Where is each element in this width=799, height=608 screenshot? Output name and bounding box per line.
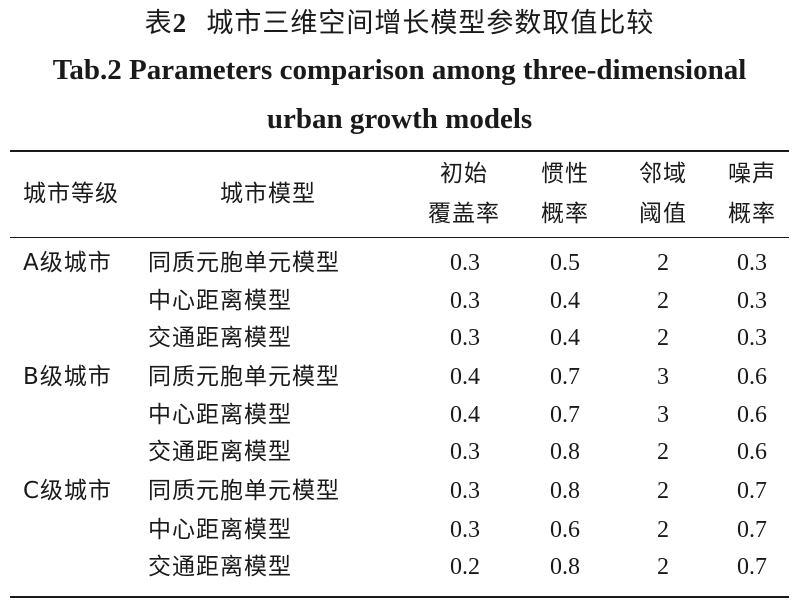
header-init-coverage-line2: 覆盖率 <box>428 201 500 227</box>
caption-label: 表 <box>144 8 173 39</box>
row-noise: 0.6 <box>737 364 767 390</box>
header-city-level: 城市等级 <box>23 181 119 207</box>
header-neighborhood-line1: 邻域 <box>639 161 687 187</box>
table-bottom-rule <box>10 596 789 598</box>
row-init-coverage: 0.4 <box>450 364 480 390</box>
row-model: 交通距离模型 <box>148 439 292 465</box>
header-inertia-line2: 概率 <box>541 201 589 227</box>
row-init-coverage: 0.3 <box>450 325 480 351</box>
row-inertia: 0.8 <box>550 554 580 580</box>
row-model: 交通距离模型 <box>148 554 292 580</box>
row-model: 同质元胞单元模型 <box>148 364 340 390</box>
row-noise: 0.6 <box>737 402 767 428</box>
row-noise: 0.7 <box>737 517 767 543</box>
table-header-rule <box>10 237 789 238</box>
row-init-coverage: 0.3 <box>450 439 480 465</box>
header-noise-line1: 噪声 <box>728 161 776 187</box>
row-model: 同质元胞单元模型 <box>148 478 340 504</box>
row-noise: 0.3 <box>737 288 767 314</box>
header-neighborhood-line2: 阈值 <box>639 201 687 227</box>
row-inertia: 0.8 <box>550 478 580 504</box>
row-threshold: 2 <box>657 478 669 504</box>
row-noise: 0.7 <box>737 554 767 580</box>
row-init-coverage: 0.3 <box>450 288 480 314</box>
row-inertia: 0.8 <box>550 439 580 465</box>
row-model: 中心距离模型 <box>148 402 292 428</box>
row-threshold: 2 <box>657 439 669 465</box>
row-noise: 0.7 <box>737 478 767 504</box>
row-init-coverage: 0.4 <box>450 402 480 428</box>
row-threshold: 2 <box>657 250 669 276</box>
row-model: 交通距离模型 <box>148 325 292 351</box>
row-model: 中心距离模型 <box>148 517 292 543</box>
row-city-level: A级城市 <box>23 250 112 276</box>
row-threshold: 2 <box>657 517 669 543</box>
caption-title-cn: 城市三维空间增长模型参数取值比较 <box>206 8 655 39</box>
row-init-coverage: 0.2 <box>450 554 480 580</box>
table-top-rule <box>10 150 789 152</box>
row-threshold: 2 <box>657 554 669 580</box>
row-noise: 0.3 <box>737 250 767 276</box>
row-init-coverage: 0.3 <box>450 250 480 276</box>
row-inertia: 0.4 <box>550 325 580 351</box>
row-threshold: 3 <box>657 364 669 390</box>
row-model: 同质元胞单元模型 <box>148 250 340 276</box>
row-inertia: 0.7 <box>550 402 580 428</box>
row-init-coverage: 0.3 <box>450 478 480 504</box>
row-inertia: 0.7 <box>550 364 580 390</box>
header-inertia-line1: 惯性 <box>541 161 589 187</box>
row-threshold: 3 <box>657 402 669 428</box>
row-noise: 0.3 <box>737 325 767 351</box>
row-inertia: 0.4 <box>550 288 580 314</box>
caption-english-line1: Tab.2 Parameters comparison among three-… <box>52 54 747 86</box>
caption-chinese: 表2 城市三维空间增长模型参数取值比较 <box>0 3 799 44</box>
row-inertia: 0.5 <box>550 250 580 276</box>
header-noise-line2: 概率 <box>728 201 776 227</box>
caption-number: 2 <box>172 8 188 38</box>
caption-english-line2: urban growth models <box>266 103 533 135</box>
row-model: 中心距离模型 <box>148 288 292 314</box>
header-init-coverage-line1: 初始 <box>440 161 488 187</box>
row-threshold: 2 <box>657 288 669 314</box>
header-city-model: 城市模型 <box>220 181 316 207</box>
row-city-level: B级城市 <box>23 364 112 390</box>
row-city-level: C级城市 <box>23 478 113 504</box>
row-noise: 0.6 <box>737 439 767 465</box>
row-inertia: 0.6 <box>550 517 580 543</box>
row-threshold: 2 <box>657 325 669 351</box>
row-init-coverage: 0.3 <box>450 517 480 543</box>
